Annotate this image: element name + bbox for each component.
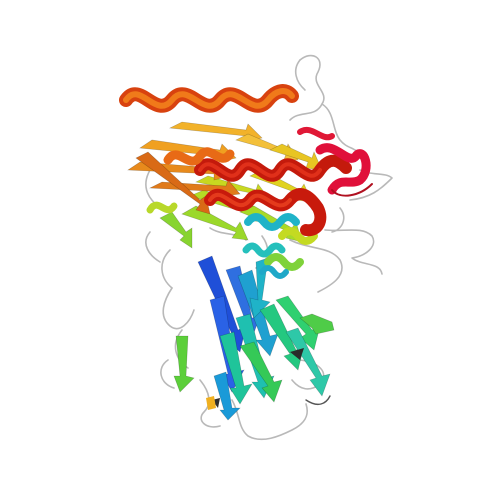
beta-sheet-upper bbox=[127, 121, 323, 215]
beta-sheet-lower bbox=[173, 255, 335, 421]
helix-mid-red bbox=[204, 188, 327, 237]
helix-middle bbox=[242, 213, 318, 279]
helix-right-crimson bbox=[297, 127, 373, 197]
small-accents bbox=[206, 348, 331, 410]
helix-top bbox=[119, 84, 299, 113]
helix-upper-right bbox=[194, 154, 352, 182]
strand-upper-left-orange bbox=[146, 147, 235, 214]
